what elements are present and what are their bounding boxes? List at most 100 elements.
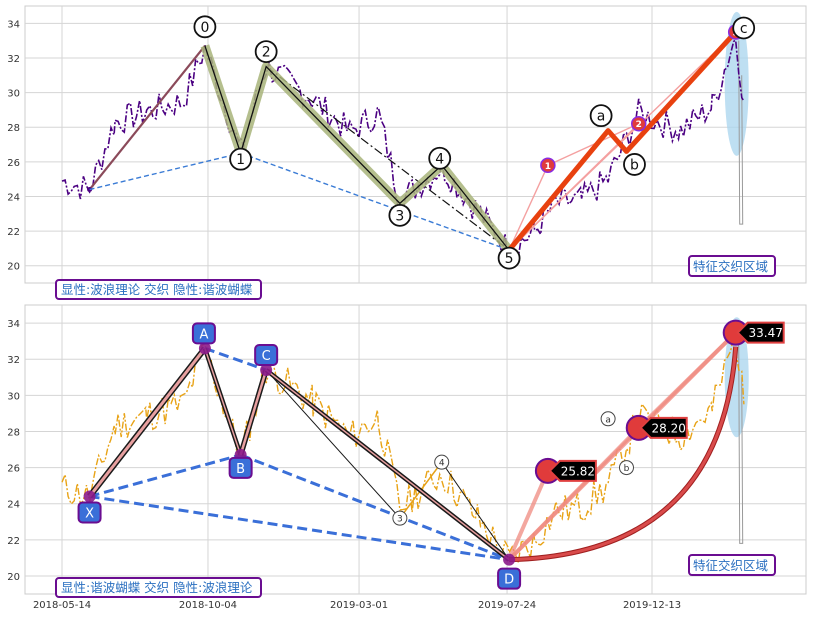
wave-line: [204, 45, 510, 251]
pattern-dashed-line: [204, 346, 267, 372]
price-series-line: [61, 39, 745, 265]
wave-label: 4: [439, 459, 445, 469]
pattern-dashed-line: [89, 494, 510, 562]
y-tick-label: 32: [7, 355, 20, 366]
pattern-label-box: [497, 567, 522, 590]
y-tick-label: 34: [7, 19, 20, 30]
target-tag-label: 28.20: [652, 421, 686, 435]
target-tag: [736, 321, 785, 344]
y-tick-label: 28: [7, 427, 20, 438]
wave-label-circle: [600, 411, 616, 427]
x-tick-label: 2019-07-24: [478, 600, 536, 611]
corrective-wave-line: [507, 30, 738, 252]
pattern-label-box: [191, 322, 216, 345]
y-tick-label: 26: [7, 158, 20, 169]
wave-label: 0: [200, 20, 209, 36]
y-tick-label: 24: [7, 192, 20, 203]
y-tick-label: 22: [7, 536, 20, 547]
target-tag: [639, 416, 688, 439]
pattern-edge: [265, 369, 510, 561]
y-tick-label: 20: [7, 262, 20, 273]
note-box: [55, 577, 262, 598]
pattern-vertex: [83, 490, 96, 503]
wave-label-circle: [589, 104, 613, 128]
target-fan-line: [637, 331, 738, 430]
y-tick-label: 20: [7, 572, 20, 583]
zone-label-text: 特征交织区域: [693, 558, 768, 573]
projection-arc: [509, 346, 738, 562]
zone-label-text: 特征交织区域: [693, 259, 768, 274]
wave-label-circle: [388, 203, 412, 227]
target-marker: [630, 115, 647, 132]
pattern-label: D: [504, 573, 514, 588]
pattern-label: B: [236, 462, 245, 477]
trend-dashed-line: [89, 152, 241, 191]
pattern-label-box: [254, 344, 279, 367]
wave-label: b: [630, 157, 639, 173]
pattern-edge: [239, 369, 268, 456]
x-tick-label: 2018-05-14: [33, 600, 91, 611]
fan-line: [508, 31, 737, 251]
y-tick-label: 26: [7, 464, 20, 475]
pattern-dashed-line: [240, 453, 510, 562]
wave-label-circle: [428, 146, 452, 170]
fan-line: [547, 123, 640, 166]
wave-label: 3: [395, 208, 404, 224]
y-tick-label: 34: [7, 319, 20, 330]
y-tick-label: 30: [7, 391, 20, 402]
target-fan-line: [507, 470, 550, 561]
note-box-text: 显性:谐波蝴蝶 交织 隐性:波浪理论: [61, 580, 253, 595]
wave-label-circle: [434, 454, 450, 470]
target-marker-label: 2: [636, 120, 642, 130]
pattern-edge: [88, 347, 207, 498]
pattern-label-box: [77, 501, 102, 524]
wave-label-circle: [193, 15, 217, 39]
wave-label-circle: [732, 16, 756, 40]
pattern-label: A: [199, 327, 208, 342]
note-box: [55, 279, 262, 300]
y-tick-label: 30: [7, 89, 20, 100]
plot-background: [24, 304, 807, 595]
wave-label: b: [624, 464, 630, 474]
y-tick-label: 32: [7, 54, 20, 65]
note-box-text: 显性:波浪理论 交织 隐性:谐波蝴蝶: [61, 282, 253, 297]
target-tag: [548, 459, 597, 482]
pattern-edge: [204, 348, 242, 456]
wave-label: 2: [262, 45, 271, 61]
wave-label: 4: [435, 151, 444, 167]
wave-label-circle: [497, 246, 521, 270]
interweave-zone: [724, 11, 749, 156]
pattern-label: C: [262, 349, 271, 364]
wave-label: c: [740, 21, 748, 37]
target-tag-label: 25.82: [561, 464, 595, 478]
y-tick-label: 22: [7, 227, 20, 238]
y-tick-label: 28: [7, 123, 20, 134]
pattern-vertex: [260, 364, 273, 377]
pattern-label-box: [228, 456, 253, 479]
pattern-vertex: [198, 342, 211, 355]
wave-label: 5: [505, 251, 514, 267]
target-tag-label: 33.47: [749, 326, 783, 340]
pattern-vertex: [503, 553, 516, 566]
top-chart-panel: 2022242628303234123012345abc显性:波浪理论 交织 隐…: [7, 5, 807, 300]
plot-background: [24, 5, 807, 284]
wave-label: 3: [397, 515, 403, 525]
wave-label: 1: [236, 152, 245, 168]
zone-marker-line: [738, 40, 744, 225]
x-tick-label: 2019-12-13: [623, 600, 681, 611]
wave-label-circle: [254, 40, 278, 63]
x-tick-label: 2018-10-04: [179, 600, 237, 611]
wave-label: a: [597, 109, 606, 125]
x-tick-label: 2019-03-01: [330, 600, 388, 611]
zone-marker-line: [738, 341, 744, 544]
interweave-zone: [724, 317, 749, 438]
target-marker-label: 1: [545, 162, 551, 172]
wave-label-circle: [618, 460, 634, 476]
zone-label-box: [688, 255, 776, 277]
wave-label: a: [605, 415, 611, 425]
fan-line: [508, 164, 549, 251]
wave-label-circle: [392, 510, 408, 526]
impulse-line: [88, 45, 206, 191]
